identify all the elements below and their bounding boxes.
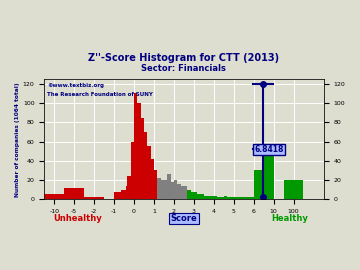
Text: Sector: Financials: Sector: Financials [141, 64, 226, 73]
Bar [224, 195, 227, 199]
Bar [244, 197, 247, 199]
Bar [164, 180, 167, 199]
Bar [141, 117, 144, 199]
Bar [214, 195, 217, 199]
Bar [147, 146, 151, 199]
Bar [227, 197, 230, 199]
Bar [134, 93, 138, 199]
Bar [254, 170, 264, 199]
Bar [187, 190, 191, 199]
Bar [220, 197, 224, 199]
Bar [194, 192, 197, 199]
Text: Unhealthy: Unhealthy [53, 214, 102, 223]
Bar [157, 178, 161, 199]
Text: Z''-Score Histogram for CTT (2013): Z''-Score Histogram for CTT (2013) [88, 53, 279, 63]
Bar [84, 197, 104, 199]
Text: Healthy: Healthy [271, 214, 309, 223]
Bar [234, 197, 237, 199]
Bar [167, 174, 171, 199]
Bar [44, 194, 64, 199]
Bar [174, 180, 177, 199]
Text: 6.8418: 6.8418 [254, 145, 283, 154]
Bar [64, 188, 84, 199]
Bar [201, 194, 204, 199]
Bar [114, 192, 124, 199]
Bar [154, 170, 157, 199]
Bar [171, 182, 174, 199]
Bar [237, 197, 240, 199]
Bar [284, 180, 303, 199]
Bar [127, 176, 131, 199]
Bar [240, 197, 244, 199]
Bar [204, 195, 207, 199]
Bar [211, 195, 214, 199]
Bar [230, 197, 234, 199]
Bar [150, 159, 154, 199]
Bar [138, 103, 141, 199]
Bar [184, 186, 187, 199]
Bar [144, 132, 147, 199]
Bar [217, 197, 221, 199]
Text: Score: Score [171, 214, 197, 223]
Bar [126, 186, 129, 199]
Bar [247, 197, 251, 199]
Y-axis label: Number of companies (1064 total): Number of companies (1064 total) [15, 82, 20, 197]
Bar [250, 197, 254, 199]
Bar [197, 194, 201, 199]
Bar [180, 186, 184, 199]
Bar [131, 141, 134, 199]
Bar [264, 149, 274, 199]
Bar [121, 190, 127, 199]
Bar [190, 192, 194, 199]
Bar [161, 180, 164, 199]
Bar [177, 184, 181, 199]
Bar [207, 195, 211, 199]
Text: The Research Foundation of SUNY: The Research Foundation of SUNY [47, 92, 153, 97]
Text: ©www.textbiz.org: ©www.textbiz.org [47, 83, 104, 88]
